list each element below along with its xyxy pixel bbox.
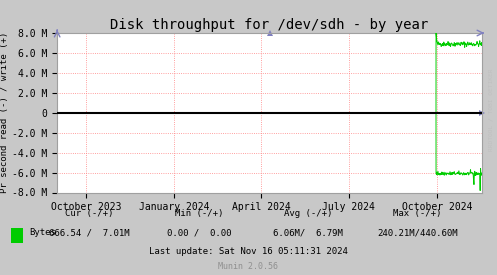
Text: 666.54 /  7.01M: 666.54 / 7.01M xyxy=(49,228,130,237)
Text: 240.21M/440.60M: 240.21M/440.60M xyxy=(377,228,458,237)
Y-axis label: Pr second read (-) / write (+): Pr second read (-) / write (+) xyxy=(0,32,9,193)
Text: Avg (-/+): Avg (-/+) xyxy=(284,209,332,218)
Title: Disk throughput for /dev/sdh - by year: Disk throughput for /dev/sdh - by year xyxy=(110,18,429,32)
Text: Munin 2.0.56: Munin 2.0.56 xyxy=(219,262,278,271)
Text: Bytes: Bytes xyxy=(29,228,56,237)
Text: Min (-/+): Min (-/+) xyxy=(174,209,223,218)
Text: RRDTOOL / TOBI OETIKER: RRDTOOL / TOBI OETIKER xyxy=(489,69,494,151)
Text: Max (-/+): Max (-/+) xyxy=(393,209,442,218)
Text: Cur (-/+): Cur (-/+) xyxy=(65,209,114,218)
Text: Last update: Sat Nov 16 05:11:31 2024: Last update: Sat Nov 16 05:11:31 2024 xyxy=(149,248,348,256)
Text: 0.00 /  0.00: 0.00 / 0.00 xyxy=(166,228,231,237)
Text: 6.06M/  6.79M: 6.06M/ 6.79M xyxy=(273,228,343,237)
